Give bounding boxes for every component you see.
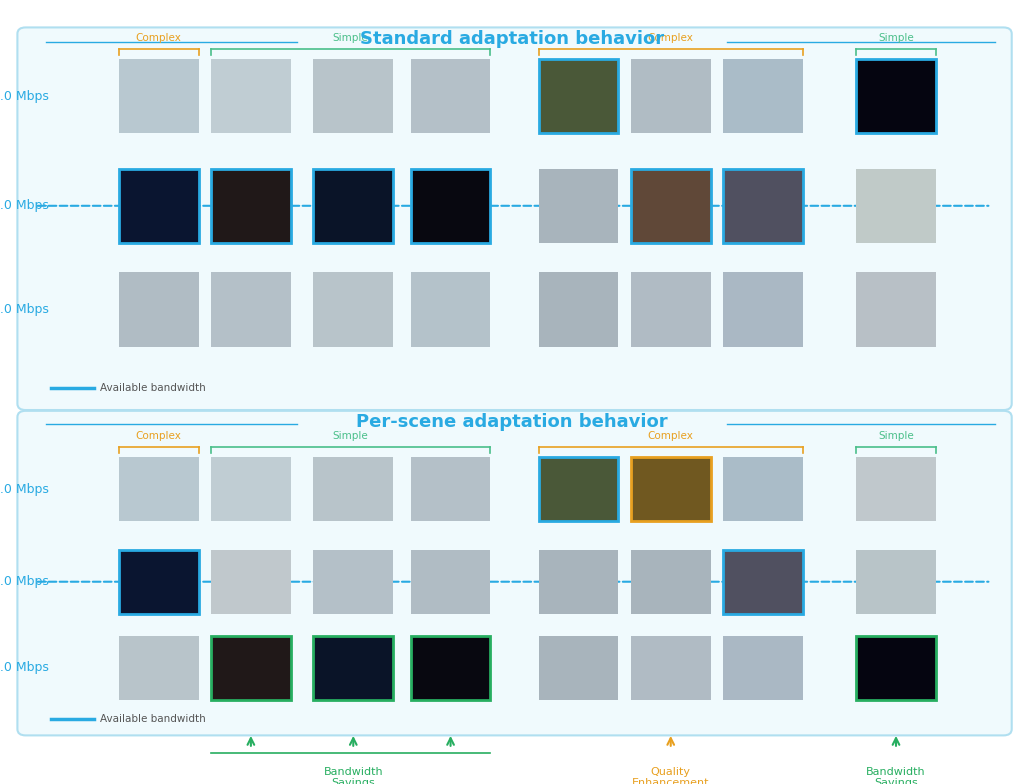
Bar: [723, 169, 803, 243]
Bar: [631, 272, 711, 347]
Text: Available bandwidth: Available bandwidth: [100, 714, 206, 724]
Bar: [539, 457, 618, 521]
Bar: [539, 550, 618, 614]
Bar: [856, 550, 936, 614]
Bar: [723, 550, 803, 614]
Text: Simple: Simple: [879, 431, 913, 441]
Bar: [119, 550, 199, 614]
FancyBboxPatch shape: [17, 411, 1012, 735]
Bar: [856, 59, 936, 133]
Text: Standard adaptation behavior: Standard adaptation behavior: [360, 31, 664, 48]
Bar: [411, 457, 490, 521]
Bar: [723, 59, 803, 133]
Bar: [631, 169, 711, 243]
Bar: [723, 457, 803, 521]
Bar: [313, 169, 393, 243]
Bar: [631, 457, 711, 521]
Text: Quality
Enhancement: Quality Enhancement: [632, 767, 710, 784]
Bar: [119, 457, 199, 521]
Bar: [211, 636, 291, 700]
Text: Bandwidth
Savings: Bandwidth Savings: [324, 767, 383, 784]
Bar: [211, 457, 291, 521]
Bar: [856, 272, 936, 347]
Text: Available bandwidth: Available bandwidth: [100, 383, 206, 393]
Bar: [211, 272, 291, 347]
Text: Bandwidth
Savings: Bandwidth Savings: [866, 767, 926, 784]
Bar: [313, 457, 393, 521]
Text: Complex: Complex: [136, 33, 181, 43]
FancyBboxPatch shape: [17, 27, 1012, 410]
Text: 3.0 Mbps: 3.0 Mbps: [0, 483, 49, 495]
Bar: [856, 169, 936, 243]
Text: Per-scene adaptation behavior: Per-scene adaptation behavior: [356, 413, 668, 430]
Bar: [411, 636, 490, 700]
Text: Simple: Simple: [333, 431, 369, 441]
Bar: [856, 457, 936, 521]
Bar: [119, 169, 199, 243]
Bar: [539, 59, 618, 133]
Text: 2.0 Mbps: 2.0 Mbps: [0, 575, 49, 588]
Bar: [411, 550, 490, 614]
Bar: [313, 272, 393, 347]
Bar: [211, 550, 291, 614]
Bar: [539, 272, 618, 347]
Text: 1.0 Mbps: 1.0 Mbps: [0, 662, 49, 674]
Text: 2.0 Mbps: 2.0 Mbps: [0, 199, 49, 212]
Bar: [119, 59, 199, 133]
Text: Complex: Complex: [648, 33, 693, 43]
Text: Simple: Simple: [333, 33, 369, 43]
Bar: [313, 59, 393, 133]
Bar: [411, 272, 490, 347]
Text: 1.0 Mbps: 1.0 Mbps: [0, 303, 49, 316]
Text: Complex: Complex: [136, 431, 181, 441]
Bar: [411, 169, 490, 243]
Text: Complex: Complex: [648, 431, 693, 441]
Bar: [539, 636, 618, 700]
Bar: [211, 169, 291, 243]
Bar: [723, 272, 803, 347]
Bar: [313, 550, 393, 614]
Bar: [856, 636, 936, 700]
Bar: [211, 59, 291, 133]
Bar: [411, 59, 490, 133]
Bar: [119, 636, 199, 700]
Bar: [313, 636, 393, 700]
Text: 3.0 Mbps: 3.0 Mbps: [0, 89, 49, 103]
Bar: [631, 550, 711, 614]
Bar: [119, 272, 199, 347]
Text: Simple: Simple: [879, 33, 913, 43]
Bar: [631, 59, 711, 133]
Bar: [631, 636, 711, 700]
Bar: [539, 169, 618, 243]
Bar: [723, 636, 803, 700]
